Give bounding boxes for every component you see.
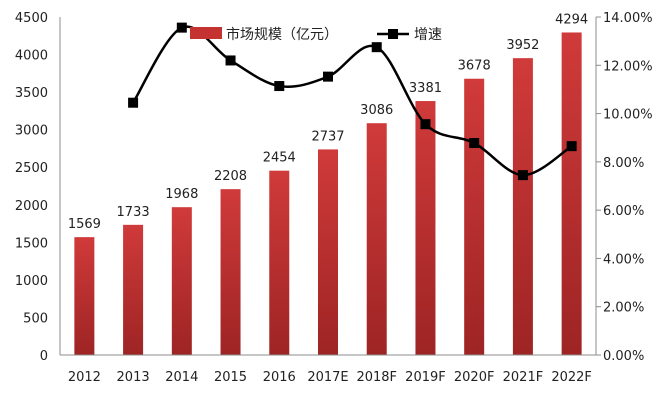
x-axis-tick-label: 2021F [503, 370, 544, 385]
bar-2018F [366, 123, 387, 355]
left-axis-tick-label: 1000 [15, 274, 48, 289]
left-axis-tick-label: 1500 [15, 236, 48, 251]
x-axis-tick-label: 2017E [307, 370, 348, 385]
bar-data-label: 2454 [263, 151, 296, 166]
growth-rate-marker [371, 42, 382, 53]
x-axis-tick-label: 2014 [165, 370, 198, 385]
x-axis-tick-label: 2015 [214, 370, 247, 385]
bar-data-label: 4294 [555, 12, 588, 27]
bar-data-label: 2208 [214, 169, 247, 184]
bar-data-label: 3086 [360, 103, 393, 118]
right-axis-tick-label: 14.00% [603, 11, 653, 26]
bar-2012 [74, 237, 95, 355]
left-axis-tick-label: 4500 [15, 11, 48, 26]
right-axis-tick-label: 4.00% [603, 252, 644, 267]
bar-data-labels: 1569 1733 1968 2208 2454 2737 3086 3381 3678 3952… [68, 12, 588, 232]
left-axis-tick-label: 3000 [15, 124, 48, 139]
bar-2014 [171, 207, 192, 355]
right-axis-tick-label: 8.00% [603, 156, 644, 171]
x-axis-tick-label: 2012 [68, 370, 101, 385]
bar-2016 [269, 170, 290, 355]
left-axis-ticks: 0 500 1000 1500 2000 2500 3000 3500 4000 4500 [15, 11, 48, 364]
left-axis-tick-label: 2500 [15, 161, 48, 176]
left-axis-tick-label: 4000 [15, 49, 48, 64]
bar-data-label: 1569 [68, 217, 101, 232]
bar-data-label: 1968 [165, 187, 198, 202]
legend-bar-swatch [190, 27, 222, 39]
left-axis-tick-label: 0 [40, 349, 48, 364]
growth-rate-marker [176, 22, 187, 33]
right-axis-tick-label: 6.00% [603, 204, 644, 219]
legend-square-marker-icon [388, 29, 398, 39]
bar-data-label: 3952 [506, 38, 539, 53]
bar-data-label: 3381 [409, 81, 442, 96]
bar-data-label: 2737 [311, 129, 344, 144]
right-axis-tick-label: 10.00% [603, 108, 653, 123]
bar-2013 [123, 224, 144, 355]
x-axis-tick-label: 2018F [356, 370, 397, 385]
growth-rate-marker [225, 55, 236, 66]
growth-rate-marker [420, 119, 431, 130]
bar-2015 [220, 189, 241, 355]
legend-bar-label: 市场规模（亿元） [226, 26, 338, 43]
growth-rate-marker [517, 170, 528, 181]
bar-2019F [415, 101, 436, 355]
x-axis-tick-label: 2013 [117, 370, 150, 385]
right-axis-tick-label: 2.00% [603, 301, 644, 316]
x-axis-labels: 2012 2013 2014 2015 2016 2017E 2018F 2019F 2020F… [68, 370, 592, 385]
bar-2020F [464, 78, 485, 355]
left-axis-tick-label: 2000 [15, 199, 48, 214]
x-axis-tick-label: 2019F [405, 370, 446, 385]
left-axis-tick-label: 3500 [15, 86, 48, 101]
x-axis-tick-label: 2020F [454, 370, 495, 385]
x-axis-tick-label: 2022F [551, 370, 592, 385]
bar-2022F [561, 32, 582, 355]
legend: 市场规模（亿元） 增速 [190, 26, 442, 43]
growth-rate-marker [566, 141, 577, 152]
right-axis-tick-label: 12.00% [603, 59, 653, 74]
growth-rate-marker [323, 71, 333, 82]
growth-rate-marker [274, 81, 285, 92]
right-axis-ticks: 0.00% 2.00% 4.00% 6.00% 8.00% 10.00% 12.00% 14.… [596, 11, 653, 364]
legend-line-label: 增速 [414, 27, 442, 43]
bar-2017E [318, 149, 338, 355]
left-axis-tick-label: 500 [23, 311, 48, 326]
bar-data-label: 3678 [458, 59, 491, 74]
growth-rate-marker [469, 138, 480, 149]
x-axis-tick-label: 2016 [263, 370, 296, 385]
bar-data-label: 1733 [117, 205, 150, 220]
right-axis-tick-label: 0.00% [603, 349, 644, 364]
bar-2021F [512, 58, 533, 355]
growth-rate-marker [128, 97, 139, 108]
